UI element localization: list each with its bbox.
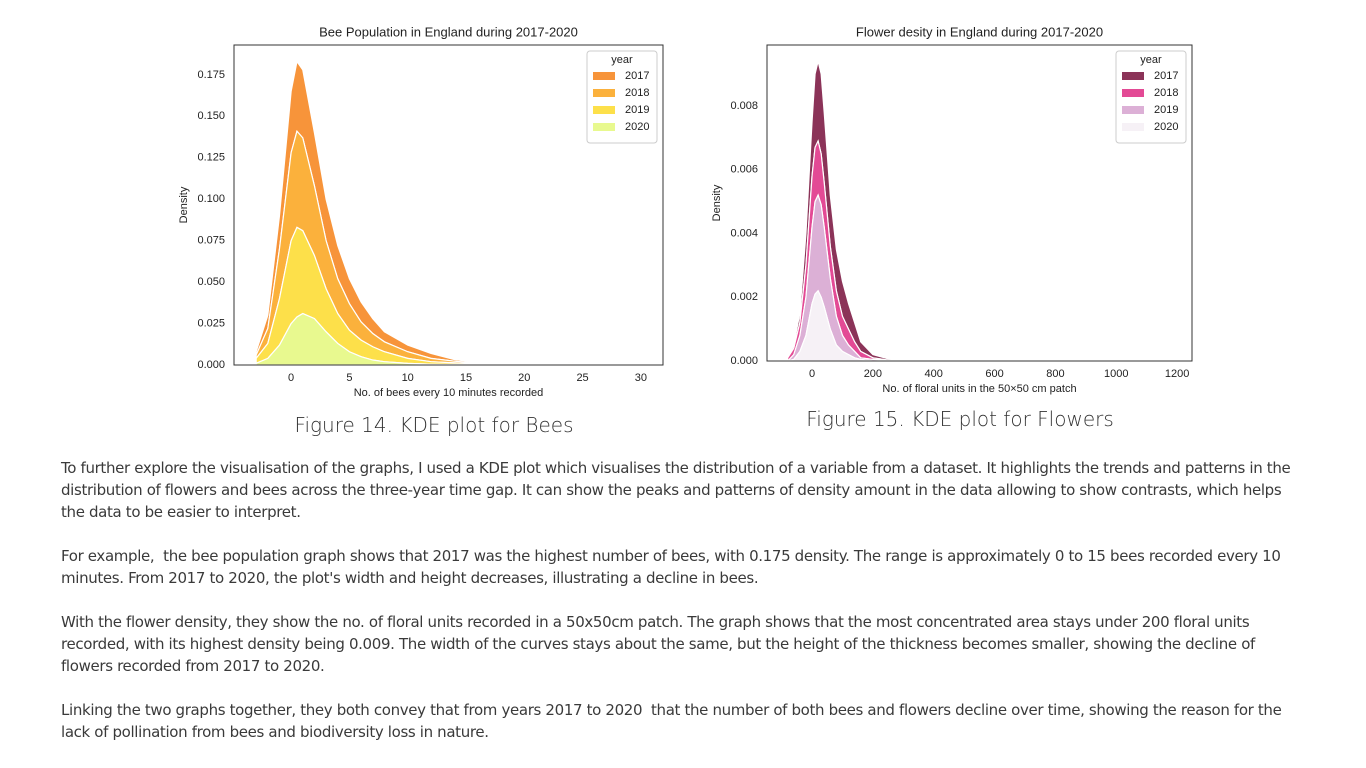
density-area xyxy=(787,289,1178,361)
y-tick-label: 0.002 xyxy=(730,291,758,303)
legend-label: 2019 xyxy=(1154,104,1178,116)
y-tick-label: 0.000 xyxy=(197,359,225,371)
y-tick-label: 0.008 xyxy=(730,100,758,112)
y-tick-label: 0.050 xyxy=(197,276,225,288)
x-tick-label: 5 xyxy=(346,372,352,384)
y-tick-label: 0.000 xyxy=(730,355,758,367)
legend-swatch xyxy=(1122,123,1144,131)
x-tick-label: 600 xyxy=(985,368,1003,380)
x-axis-label: No. of bees every 10 minutes recorded xyxy=(354,387,544,399)
x-tick-label: 15 xyxy=(460,372,472,384)
y-tick-label: 0.004 xyxy=(730,227,758,239)
figure-caption: Figure 15. KDE plot for Flowers xyxy=(806,407,1114,431)
legend-swatch xyxy=(593,72,615,80)
legend-title: year xyxy=(1140,54,1162,66)
legend: year 2017 2018 2019 2020 xyxy=(586,50,658,144)
axes-frame xyxy=(766,44,1193,362)
x-tick-label: 200 xyxy=(864,368,882,380)
legend-label: 2019 xyxy=(625,104,649,116)
legend-swatch xyxy=(593,106,615,114)
legend-label: 2018 xyxy=(1154,87,1178,99)
x-tick-label: 800 xyxy=(1046,368,1064,380)
x-tick-label: 0 xyxy=(288,372,294,384)
x-tick-label: 25 xyxy=(576,372,588,384)
y-tick-label: 0.006 xyxy=(730,164,758,176)
x-tick-label: 1000 xyxy=(1104,368,1128,380)
paragraph: Linking the two graphs together, they bo… xyxy=(61,701,1286,741)
charts: Bee Population in England during 2017-20… xyxy=(178,24,1193,399)
x-tick-label: 0 xyxy=(809,368,815,380)
legend-label: 2020 xyxy=(1154,121,1178,133)
y-tick-label: 0.150 xyxy=(197,110,225,122)
figure-caption: Figure 14. KDE plot for Bees xyxy=(294,413,574,437)
x-tick-label: 400 xyxy=(925,368,943,380)
axes-frame xyxy=(233,44,664,366)
x-tick-label: 30 xyxy=(635,372,647,384)
y-tick-label: 0.025 xyxy=(197,317,225,329)
chart: Bee Population in England during 2017-20… xyxy=(178,24,664,399)
chart-title: Bee Population in England during 2017-20… xyxy=(319,24,578,39)
y-tick-label: 0.075 xyxy=(197,235,225,247)
density-area xyxy=(787,139,1178,361)
legend-label: 2017 xyxy=(625,70,649,82)
legend-swatch xyxy=(593,89,615,97)
paragraph: With the flower density, they show the n… xyxy=(61,613,1260,675)
legend-swatch xyxy=(1122,72,1144,80)
x-tick-label: 1200 xyxy=(1165,368,1189,380)
legend-swatch xyxy=(593,123,615,131)
y-axis-label: Density xyxy=(711,184,723,221)
x-axis-label: No. of floral units in the 50×50 cm patc… xyxy=(882,383,1076,395)
y-tick-label: 0.125 xyxy=(197,152,225,164)
y-axis-label: Density xyxy=(178,186,190,223)
paragraph: For example, the bee population graph sh… xyxy=(61,547,1285,587)
legend-swatch xyxy=(1122,106,1144,114)
legend-label: 2020 xyxy=(625,121,649,133)
legend-label: 2017 xyxy=(1154,70,1178,82)
y-tick-label: 0.100 xyxy=(197,193,225,205)
density-area xyxy=(255,312,641,365)
y-tick-label: 0.175 xyxy=(197,69,225,81)
x-tick-label: 20 xyxy=(518,372,530,384)
legend: year 2017 2018 2019 2020 xyxy=(1115,50,1187,144)
paragraph: To further explore the visualisation of … xyxy=(61,459,1295,521)
legend-title: year xyxy=(611,54,633,66)
legend-label: 2018 xyxy=(625,87,649,99)
chart-title: Flower desity in England during 2017-202… xyxy=(856,24,1103,39)
plot-area xyxy=(255,60,641,365)
x-tick-label: 10 xyxy=(402,372,414,384)
plot-area xyxy=(786,61,1178,361)
chart: Flower desity in England during 2017-202… xyxy=(711,24,1193,395)
legend-swatch xyxy=(1122,89,1144,97)
